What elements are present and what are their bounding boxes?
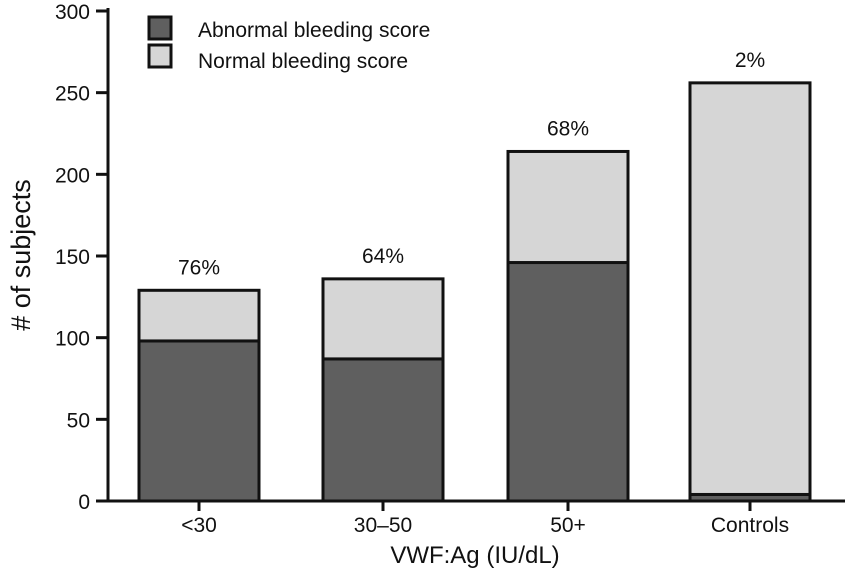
bar-percent-label: 64% xyxy=(362,245,404,268)
x-ticks: <30 30–50 50+ Controls xyxy=(181,501,789,537)
y-tick-label: 0 xyxy=(78,491,90,514)
bar-segment-normal xyxy=(137,288,261,343)
bar-segment-abnormal xyxy=(321,357,445,503)
bar-percent-label: 76% xyxy=(178,256,220,279)
x-axis: <30 30–50 50+ Controls xyxy=(106,499,845,537)
y-axis: 0 50 100 150 200 250 300 xyxy=(55,1,110,514)
x-tick-label: <30 xyxy=(181,514,217,537)
bars xyxy=(137,81,812,503)
x-tick-label: Controls xyxy=(711,514,789,537)
y-tick-label: 200 xyxy=(55,164,90,187)
y-tick-label: 150 xyxy=(55,246,90,269)
bar-segment-normal xyxy=(506,149,630,265)
bar-segment-normal xyxy=(688,81,812,496)
y-tick-label: 300 xyxy=(55,1,90,24)
legend-swatch-abnormal xyxy=(147,15,173,41)
bar-segment-normal xyxy=(321,277,445,361)
x-axis-title: VWF:Ag (IU/dL) xyxy=(390,542,559,569)
bar-segment-abnormal xyxy=(506,261,630,503)
bar-percent-label: 68% xyxy=(547,117,589,140)
y-tick-label: 250 xyxy=(55,83,90,106)
bar-percent-label: 2% xyxy=(735,49,765,72)
bar-labels: 76% 64% 68% 2% xyxy=(178,49,765,279)
x-tick-label: 30–50 xyxy=(354,514,412,537)
y-ticks: 0 50 100 150 200 250 300 xyxy=(55,1,108,514)
legend-label-normal: Normal bleeding score xyxy=(198,50,408,73)
x-tick-label: 50+ xyxy=(550,514,586,537)
y-axis-title: # of subjects xyxy=(6,179,36,331)
bar-segment-abnormal xyxy=(137,339,261,503)
y-tick-label: 50 xyxy=(67,409,90,432)
y-tick-label: 100 xyxy=(55,328,90,351)
legend-label-abnormal: Abnormal bleeding score xyxy=(198,19,430,42)
legend: Abnormal bleeding score Normal bleeding … xyxy=(147,15,430,73)
legend-swatch-normal xyxy=(147,43,173,69)
